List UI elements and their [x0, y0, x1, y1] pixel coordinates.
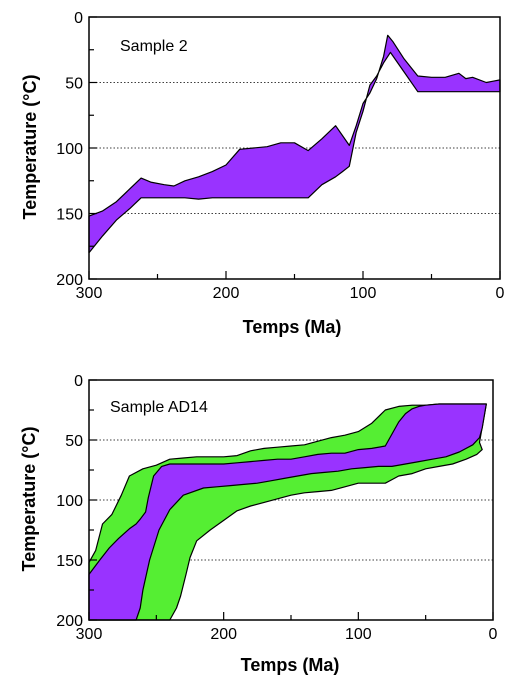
y-tick-label: 50 [65, 76, 83, 93]
y-tick-label: 50 [65, 433, 83, 450]
x-tick-label: 300 [76, 626, 103, 643]
y-axis-title: Temperature (°C) [20, 75, 40, 220]
panel-sample-2: Sample 2 Temps (Ma) Temperature (°C) 0 50… [20, 10, 505, 337]
y-tick-label: 0 [74, 373, 83, 390]
y-tick-label: 100 [56, 141, 83, 158]
y-tick-label: 200 [56, 613, 83, 630]
y-tick-label: 150 [56, 207, 83, 224]
envelope [88, 34, 501, 254]
x-tick-label: 200 [213, 285, 240, 302]
x-axis-title: Temps (Ma) [241, 655, 340, 675]
x-tick-label: 0 [496, 285, 505, 302]
y-tick-label: 150 [56, 553, 83, 570]
x-tick-label: 300 [76, 285, 103, 302]
sample-label: Sample 2 [120, 38, 188, 55]
x-tick-label: 100 [345, 626, 372, 643]
y-tick-label: 100 [56, 493, 83, 510]
x-tick-label: 100 [350, 285, 377, 302]
sample-label: Sample AD14 [110, 399, 208, 416]
y-axis-title: Temperature (°C) [19, 427, 39, 572]
y-tick-label: 0 [74, 10, 83, 27]
y-tick-label: 200 [56, 272, 83, 289]
panel-sample-ad14: Sample AD14 Temps (Ma) Temperature (°C) … [19, 373, 498, 675]
inner-envelope [88, 403, 487, 621]
x-tick-label: 0 [489, 626, 498, 643]
x-axis-title: Temps (Ma) [243, 317, 342, 337]
x-tick-label: 200 [210, 626, 237, 643]
